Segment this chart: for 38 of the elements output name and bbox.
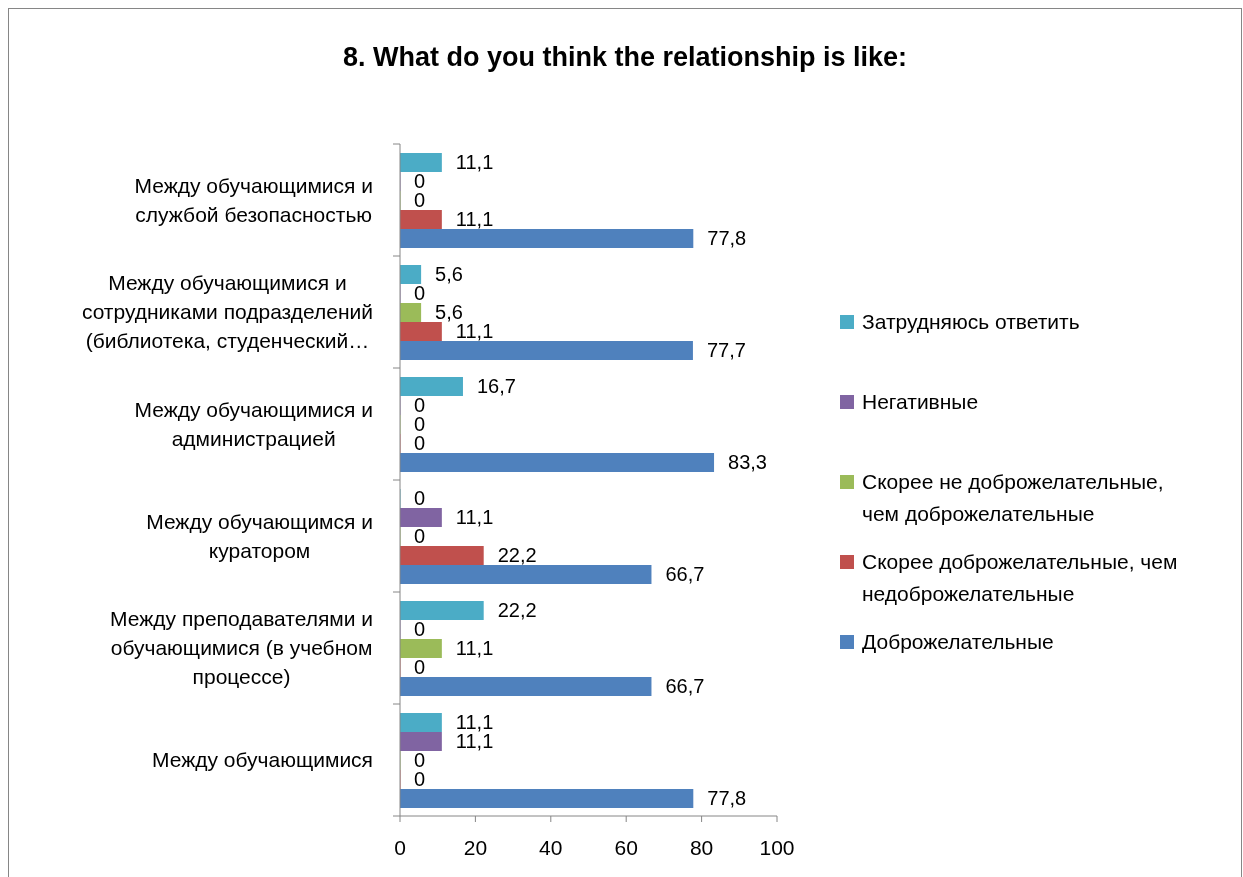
legend-label: Негативные <box>862 389 979 415</box>
chart-title: 8. What do you think the relationship is like: <box>341 41 909 74</box>
y-tick-label: Между обучающимися и администрацией <box>134 397 374 450</box>
x-tick-label: 60 <box>614 835 638 859</box>
data-label: 0 <box>414 281 426 304</box>
x-tick-label: 0 <box>394 835 406 859</box>
y-tick-label: Между обучающимися <box>152 748 374 772</box>
data-label: 11,1 <box>455 150 494 173</box>
data-label: 66,7 <box>665 562 705 585</box>
data-label: 83,3 <box>728 450 767 473</box>
legend-label: Доброжелательные <box>862 629 1054 655</box>
x-tick-label: 40 <box>539 835 563 859</box>
data-label: 16,7 <box>476 374 516 397</box>
x-tick-label: 80 <box>689 835 714 859</box>
data-label: 11,1 <box>455 636 494 659</box>
data-label: 11,1 <box>455 710 494 733</box>
x-tick-label: 100 <box>759 835 795 859</box>
data-label: 22,2 <box>497 598 537 621</box>
x-tick-label: 20 <box>463 835 488 859</box>
data-label: 0 <box>414 617 426 640</box>
legend-label: Скорее доброжелательные, чем недоброжелательные <box>862 549 1179 607</box>
data-label: 77,8 <box>707 226 747 249</box>
legend-label: Скорее не доброжелательные, чем доброжелательные <box>862 469 1165 527</box>
y-tick-label: Между обучающимися и сотрудниками подразделений (библиотека, студенческий… <box>81 271 373 353</box>
data-label: 77,7 <box>706 338 746 361</box>
data-label: 66,7 <box>665 674 705 697</box>
y-tick-label: Между обучающимся и куратором <box>146 509 373 562</box>
data-label: 5,6 <box>435 262 463 285</box>
legend-label: Затрудняюсь ответить <box>862 309 1080 335</box>
data-label: 22,2 <box>497 543 537 566</box>
data-label: 11,1 <box>455 207 494 230</box>
y-tick-label: Между преподавателями и обучающимися (в учебном процессе) <box>110 607 373 689</box>
data-label: 0 <box>414 655 426 678</box>
y-tick-label: Между обучающимися и службой безопасностью <box>134 173 374 226</box>
data-label: 11,1 <box>455 505 494 528</box>
data-label: 0 <box>414 486 426 509</box>
data-label: 77,8 <box>707 786 747 809</box>
data-label: 0 <box>414 524 426 547</box>
